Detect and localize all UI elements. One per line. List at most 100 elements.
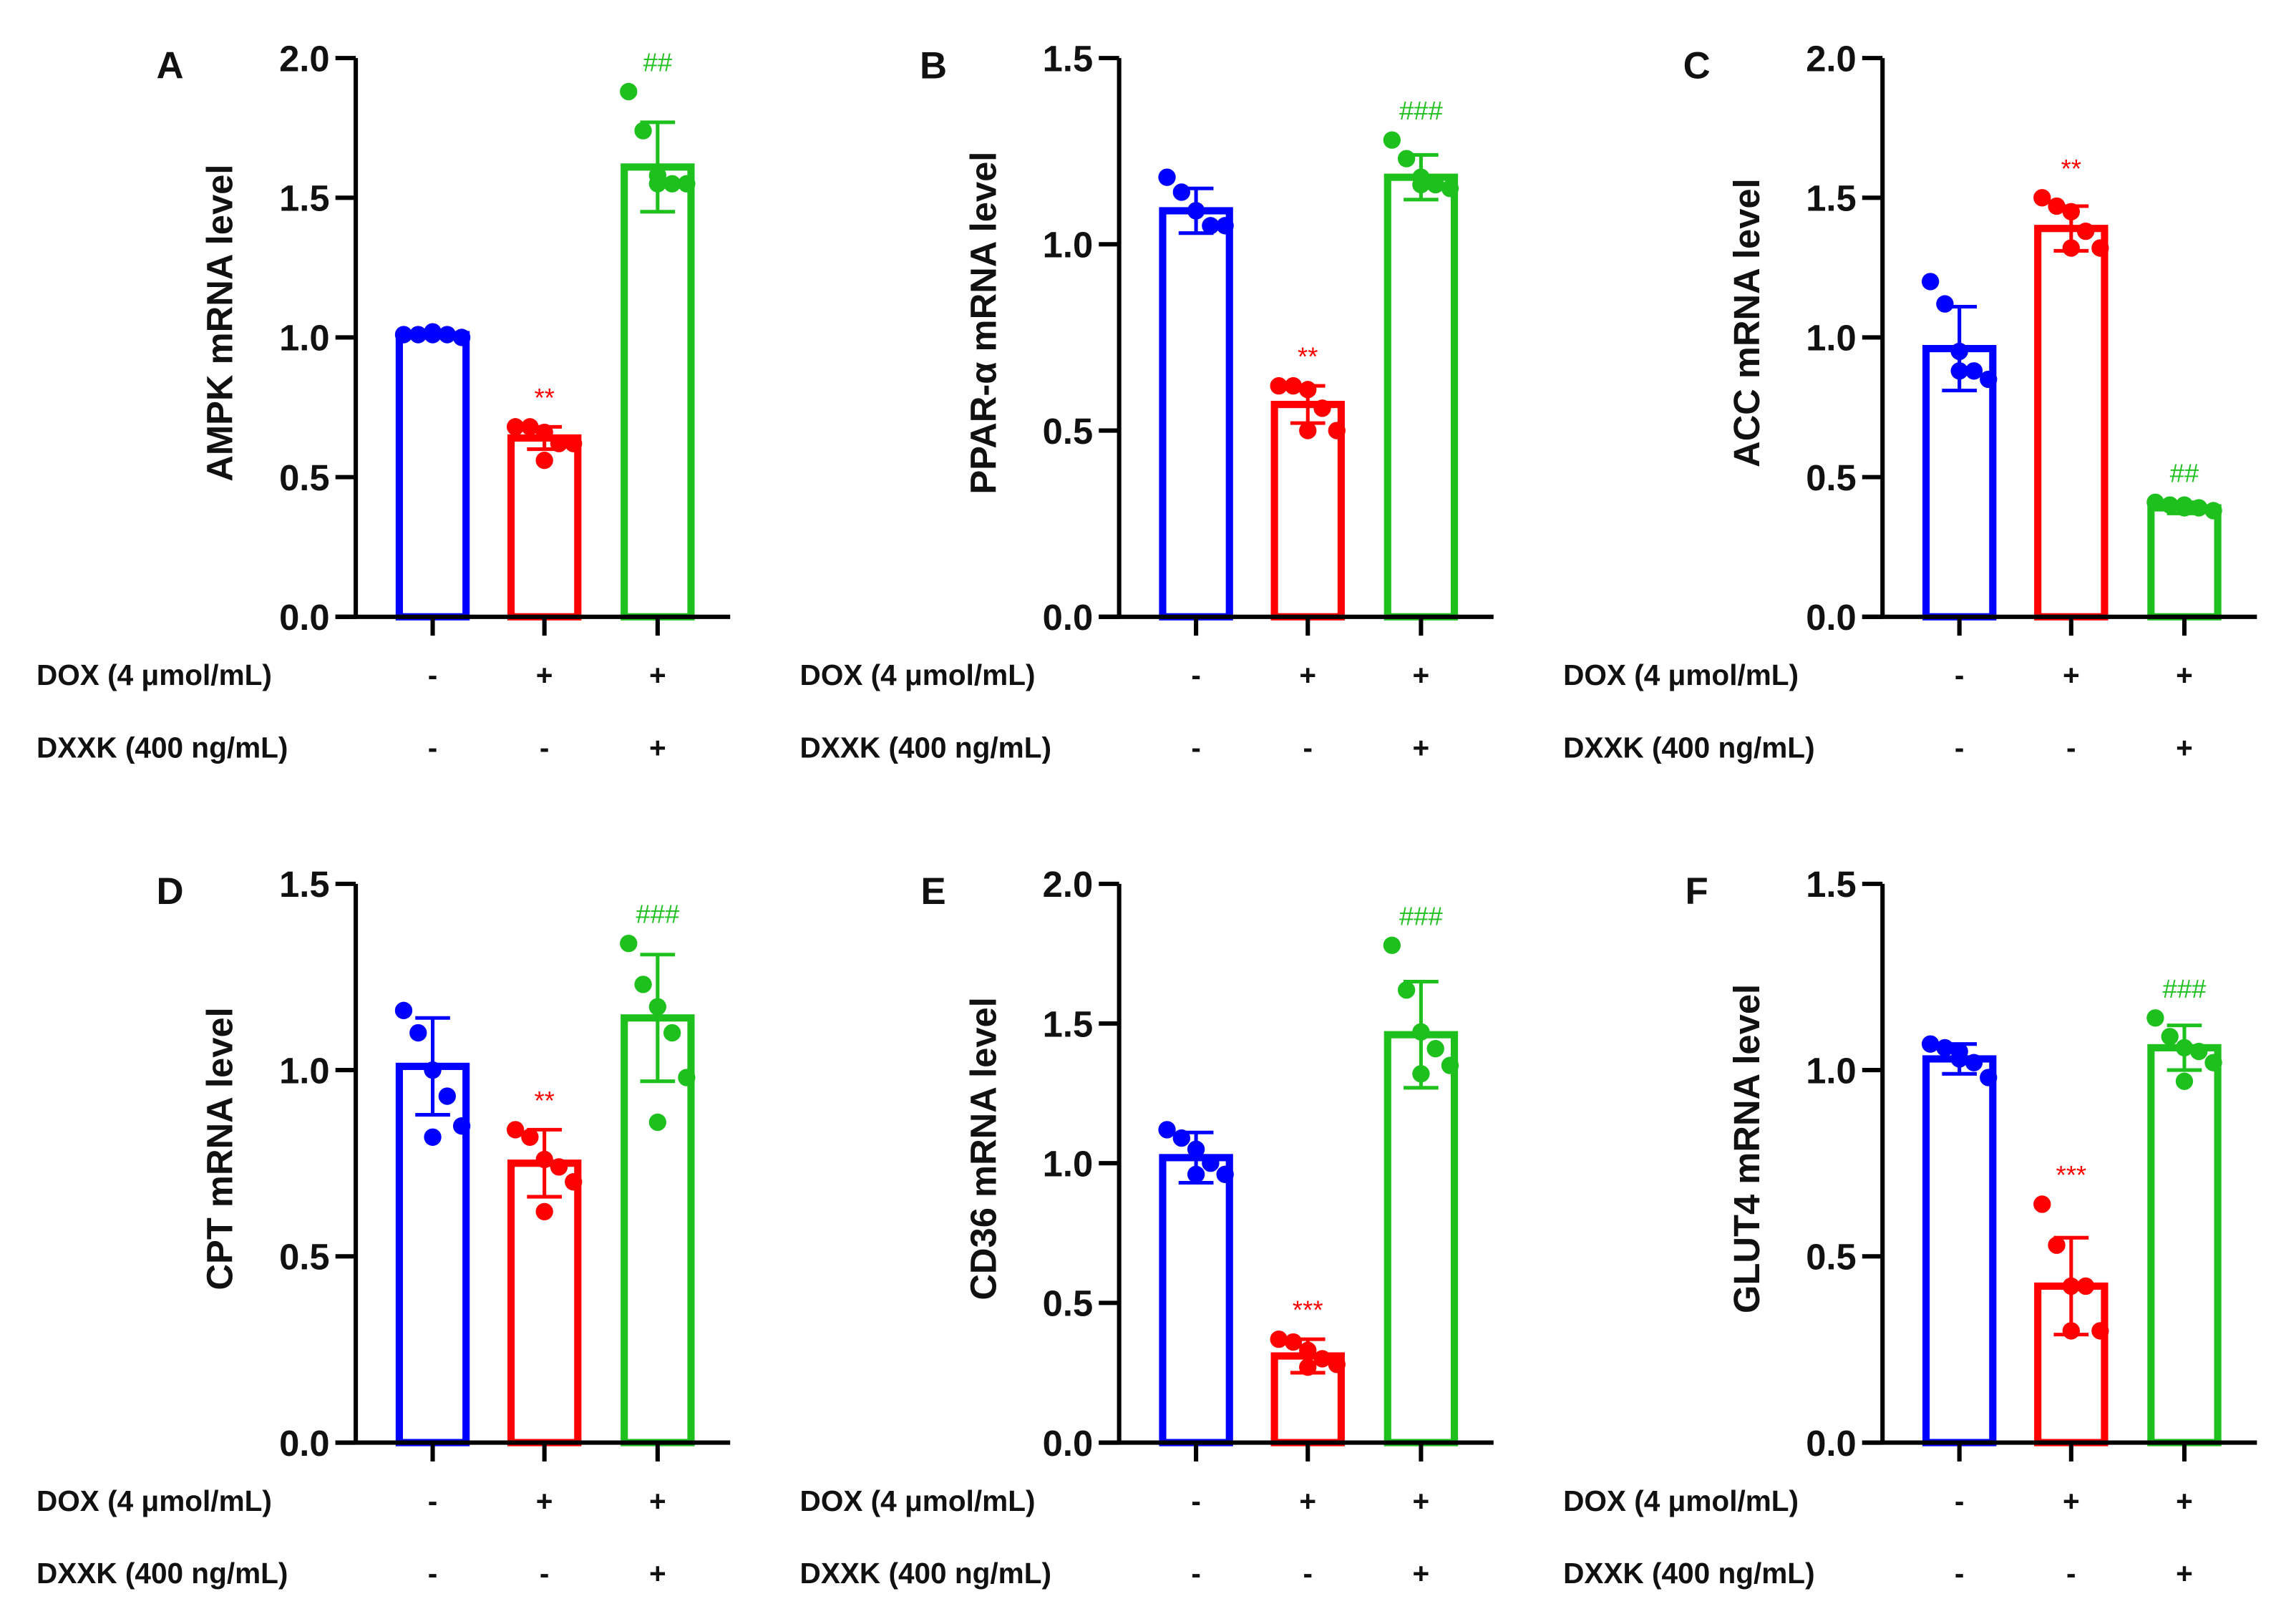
dox-row-label: DOX (4 μmol/mL) xyxy=(800,658,1036,691)
panel-b: B PPAR-α mRNA level - - ** + - ### + +0.0 0.5 1.0 1.… xyxy=(800,38,1494,764)
panel-a: A AMPK mRNA level - - ** + - ## + +0.0 0.5 1.0 1.5 2.… xyxy=(37,38,731,764)
dxxk-sign: - xyxy=(2066,1557,2076,1590)
data-point xyxy=(1299,381,1317,399)
data-point xyxy=(2076,222,2095,240)
data-point xyxy=(1172,183,1190,201)
y-axis-label: ACC mRNA level xyxy=(1726,178,1767,467)
y-tick-label: 2.0 xyxy=(1806,38,1856,79)
significance-label: ** xyxy=(534,1086,554,1115)
y-tick-label: 1.0 xyxy=(1043,225,1093,266)
y-tick-label: 1.5 xyxy=(1043,38,1093,79)
data-point xyxy=(1965,362,1983,380)
data-point xyxy=(1158,168,1176,186)
data-point xyxy=(535,452,553,470)
data-point xyxy=(648,998,666,1016)
y-tick-label: 0.5 xyxy=(279,1237,329,1278)
data-point xyxy=(550,434,568,452)
data-point xyxy=(1397,981,1416,999)
data-point xyxy=(506,1121,525,1139)
data-point xyxy=(1383,936,1401,954)
y-tick-label: 0.5 xyxy=(1806,1237,1856,1278)
dxxk-sign: - xyxy=(1191,1557,1201,1590)
significance-label: ** xyxy=(2061,154,2081,183)
data-point xyxy=(2146,493,2164,511)
data-point xyxy=(1270,1330,1288,1348)
bar xyxy=(2147,504,2222,621)
dox-sign: + xyxy=(2176,658,2193,691)
bar xyxy=(1922,1055,1997,1446)
data-point xyxy=(1936,295,1954,313)
dxxk-sign: + xyxy=(649,1557,666,1590)
panel-c: C ACC mRNA level - - ** + - ## + +0.0 0.5 1.0 1.5 2.0… xyxy=(1563,38,2257,764)
data-point xyxy=(1299,1358,1317,1376)
data-point xyxy=(550,1158,568,1176)
dxxk-sign: + xyxy=(2176,731,2193,764)
data-point xyxy=(2048,197,2066,215)
dxxk-row-label: DXXK (400 ng/mL) xyxy=(800,1557,1051,1590)
significance-label: *** xyxy=(1293,1295,1323,1325)
data-point xyxy=(2175,496,2194,514)
y-tick-label: 1.0 xyxy=(1043,1143,1093,1184)
significance-label: ### xyxy=(636,900,680,929)
y-tick-label: 1.5 xyxy=(1806,178,1856,219)
data-point xyxy=(2033,1195,2051,1213)
significance-label: ** xyxy=(1298,342,1318,371)
data-point xyxy=(1921,273,1940,291)
data-point xyxy=(535,1202,553,1221)
data-point xyxy=(424,1128,442,1146)
data-point xyxy=(634,122,652,140)
data-point xyxy=(2076,1277,2095,1295)
data-point xyxy=(452,1117,471,1135)
significance-label: ### xyxy=(2163,974,2207,1003)
data-point xyxy=(663,1023,681,1042)
bar xyxy=(1159,207,1233,621)
data-point xyxy=(2091,239,2109,257)
data-point xyxy=(1441,180,1459,198)
panel-f: F GLUT4 mRNA level - - *** + - ### + +0.0 0.5 1.0 1.… xyxy=(1563,864,2257,1590)
data-point xyxy=(2161,1028,2179,1046)
data-point xyxy=(2204,502,2222,520)
dxxk-row-label: DXXK (400 ng/mL) xyxy=(37,1557,288,1590)
bar xyxy=(621,163,695,621)
y-tick-label: 1.5 xyxy=(1806,864,1856,905)
dox-sign: + xyxy=(649,658,666,691)
data-point xyxy=(565,1173,583,1191)
dxxk-sign: + xyxy=(649,731,666,764)
data-point xyxy=(1412,1023,1430,1041)
dox-sign: + xyxy=(649,1484,666,1517)
dxxk-sign: - xyxy=(540,731,550,764)
dxxk-sign: - xyxy=(428,731,438,764)
dxxk-sign: - xyxy=(428,1557,438,1590)
bar xyxy=(1383,173,1459,621)
y-tick-label: 0.5 xyxy=(1043,411,1093,452)
data-point xyxy=(648,175,666,193)
dox-sign: + xyxy=(2063,658,2080,691)
dxxk-row-label: DXXK (400 ng/mL) xyxy=(1563,1557,1814,1590)
dox-sign: + xyxy=(536,658,553,691)
dox-sign: + xyxy=(2063,1484,2080,1517)
y-tick-label: 0.5 xyxy=(1806,457,1856,498)
significance-label: ### xyxy=(1399,96,1444,125)
dox-sign: + xyxy=(1299,658,1316,691)
dxxk-sign: - xyxy=(1303,731,1313,764)
dox-sign: - xyxy=(1955,1484,1965,1517)
data-point xyxy=(1299,1341,1317,1359)
data-point xyxy=(1441,1056,1459,1074)
data-point xyxy=(1284,376,1303,395)
panel-letter: A xyxy=(156,44,183,87)
data-point xyxy=(2033,189,2051,207)
data-point xyxy=(2146,1009,2164,1027)
data-point xyxy=(394,326,413,344)
data-point xyxy=(2175,1072,2194,1090)
panel-letter: F xyxy=(1686,870,1708,913)
data-point xyxy=(1187,1165,1205,1183)
significance-label: ## xyxy=(2170,458,2199,487)
data-point xyxy=(678,175,696,193)
dxxk-sign: - xyxy=(1955,731,1965,764)
data-point xyxy=(648,1113,666,1132)
panel-d: D CPT mRNA level - - ** + - ### + +0.0 0.5 1.0 1.5 DO… xyxy=(37,864,731,1590)
data-point xyxy=(2175,1039,2194,1057)
dxxk-sign: + xyxy=(1413,1557,1430,1590)
significance-label: ** xyxy=(534,383,554,412)
y-tick-label: 0.0 xyxy=(1043,1423,1093,1464)
